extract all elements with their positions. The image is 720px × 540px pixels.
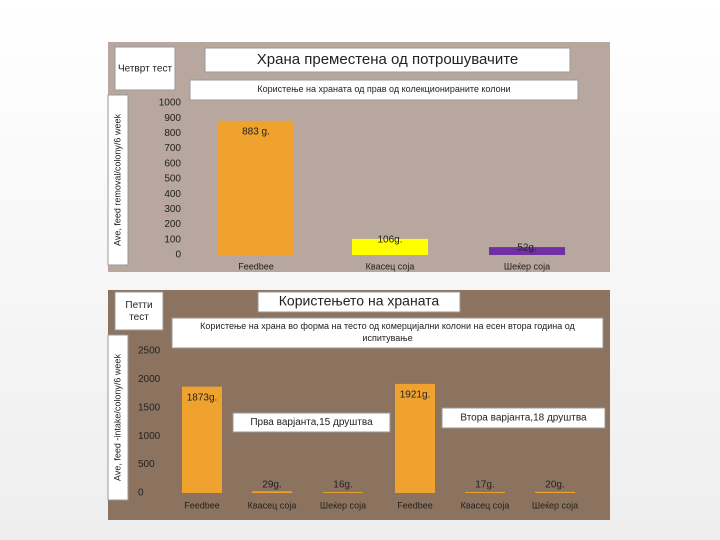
y-tick-label: 600: [164, 158, 181, 169]
x-tick-label: Feedbee: [184, 500, 220, 510]
panel-label-box: [114, 291, 164, 331]
y-label-box: [107, 94, 129, 266]
data-label: 106g.: [377, 235, 402, 246]
y-tick-label: 1000: [138, 431, 161, 442]
y-tick-label: 700: [164, 143, 181, 154]
data-label: 29g.: [262, 480, 281, 491]
chart-subtitle: Користење на храна во форма на тесто од …: [200, 321, 575, 343]
panel-label-box: [114, 46, 176, 91]
x-tick-label: Шеќер соја: [504, 261, 550, 271]
y-tick-label: 200: [164, 219, 181, 230]
bar: [252, 491, 292, 493]
y-tick-label: 800: [164, 128, 181, 139]
y-tick-label: 1500: [138, 402, 161, 413]
bar: [489, 247, 565, 255]
annotation-box: [232, 412, 391, 433]
subtitle-box: [171, 317, 604, 349]
chart-title: Храна преместена од потрошувачите: [257, 51, 519, 68]
y-tick-label: 400: [164, 189, 181, 200]
y-tick-label: 500: [164, 174, 181, 185]
data-label: 16g.: [333, 480, 352, 491]
data-label: 17g.: [475, 480, 494, 491]
data-label: 52g.: [517, 243, 536, 254]
bar: [218, 120, 294, 255]
x-tick-label: Квасец соја: [248, 500, 297, 510]
x-tick-label: Шеќер соја: [320, 500, 366, 510]
y-axis-label: Ave, feed removal/colony/6 week: [112, 114, 122, 246]
y-tick-label: 100: [164, 234, 181, 245]
data-label: 883 g.: [242, 126, 270, 137]
annotation-box: [441, 407, 606, 429]
y-tick-label: 900: [164, 113, 181, 124]
annotation: Прва варјанта,15 друштва: [250, 417, 373, 428]
x-tick-label: Квасец соја: [366, 261, 415, 271]
x-tick-label: Шеќер соја: [532, 500, 578, 510]
y-tick-label: 1000: [159, 98, 182, 109]
data-label: 1873g.: [187, 392, 218, 403]
x-tick-label: Feedbee: [397, 500, 433, 510]
x-tick-label: Feedbee: [238, 261, 274, 271]
y-label-box: [107, 334, 129, 501]
title-box: [204, 47, 571, 73]
y-tick-label: 0: [138, 488, 144, 499]
data-label: 20g.: [545, 480, 564, 491]
panel-label: Четврт тест: [118, 63, 173, 74]
bar: [465, 492, 505, 493]
chart-title: Користењето на храната: [279, 293, 440, 309]
annotation: Втора варјанта,18 друштва: [460, 413, 587, 424]
y-tick-label: 2500: [138, 346, 161, 357]
chart-panel: [108, 42, 610, 272]
bar: [535, 491, 575, 493]
subtitle-box: [189, 79, 579, 101]
y-axis-label: Ave, feed -intake/colony/6 week: [112, 354, 122, 481]
y-tick-label: 500: [138, 459, 155, 470]
x-tick-label: Квасец соја: [461, 500, 510, 510]
title-box: [257, 291, 461, 313]
chart-subtitle: Користење на храната од прав од колекцио…: [257, 84, 510, 94]
bar: [323, 492, 363, 493]
bar: [182, 386, 222, 493]
y-tick-label: 2000: [138, 374, 161, 385]
bar: [395, 383, 435, 493]
panel-label: Петти тест: [125, 300, 152, 323]
data-label: 1921g.: [400, 390, 431, 401]
y-tick-label: 300: [164, 204, 181, 215]
y-tick-label: 0: [175, 250, 181, 261]
bar: [352, 238, 428, 255]
